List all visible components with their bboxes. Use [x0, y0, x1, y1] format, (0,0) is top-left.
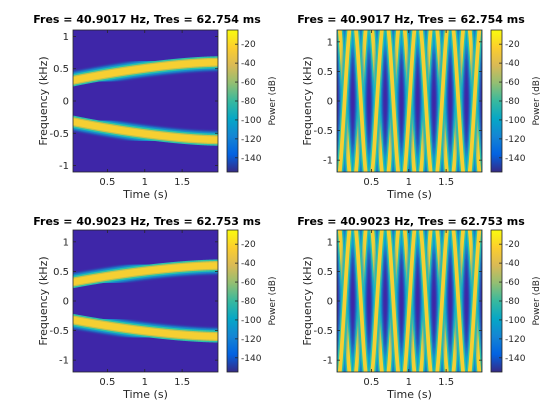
y-tick-label: 0.5 — [317, 267, 333, 278]
y-axis-label: Frequency (kHz) — [301, 56, 314, 145]
colorbar-tick-label: -120 — [505, 335, 526, 345]
y-tick-label: 0 — [63, 97, 69, 108]
colorbar: -140 -120 -100 -80 -60 -40 -20 Power (dB) — [226, 229, 278, 373]
colorbar-tick-label: -60 — [241, 78, 256, 88]
y-tick-label: -0.5 — [313, 126, 333, 137]
colorbar-tick-label: -60 — [505, 78, 520, 88]
spectrogram-image — [73, 257, 218, 345]
colorbar-label: Power (dB) — [532, 77, 542, 126]
colorbar-tick-label: -120 — [241, 335, 262, 345]
colorbar-tick-label: -40 — [505, 259, 520, 269]
subplot-title: Fres = 40.9017 Hz, Tres = 62.754 ms — [297, 13, 525, 26]
x-tick-label: 1 — [142, 377, 148, 388]
colorbar-tick-label: -100 — [241, 316, 262, 326]
x-tick-label: 1 — [406, 177, 412, 188]
y-tick-label: -1 — [323, 156, 333, 167]
colorbar-tick-label: -20 — [505, 240, 520, 250]
y-tick-label: 1 — [63, 32, 69, 43]
colorbar-label: Power (dB) — [532, 277, 542, 326]
colorbar-tick-label: -140 — [505, 154, 526, 164]
subplot-1: 0.5 1 1.5 -1 -0.5 0 0.5 1 Fres = 40.9017 Hz, Tre… — [33, 13, 278, 201]
colorbar-tick-label: -140 — [241, 354, 262, 364]
x-tick-label: 1 — [142, 177, 148, 188]
y-tick-label: 1 — [327, 37, 333, 48]
x-tick-label: 0.5 — [99, 177, 115, 188]
colorbar-tick-label: -100 — [505, 116, 526, 126]
colorbar: -140 -120 -100 -80 -60 -40 -20 Power (dB) — [226, 29, 278, 173]
colorbar-tick-label: -40 — [505, 59, 520, 69]
subplot-3: 0.5 1 1.5 -1 -0.5 0 0.5 1 Fres = 40.9023 Hz, Tre… — [33, 215, 278, 401]
x-tick-label: 1 — [406, 377, 412, 388]
y-tick-label: -0.5 — [49, 326, 69, 337]
colorbar-tick-label: -140 — [241, 154, 262, 164]
colorbar-tick-label: -60 — [241, 278, 256, 288]
colorbar-tick-label: -80 — [241, 297, 256, 307]
colorbar-tick-label: -80 — [241, 97, 256, 107]
y-tick-label: -1 — [59, 356, 69, 367]
y-tick-label: 1 — [63, 237, 69, 248]
y-tick-label: 0.5 — [53, 267, 69, 278]
colorbar: -140 -120 -100 -80 -60 -40 -20 Power (dB) — [490, 29, 542, 173]
colorbar-label: Power (dB) — [268, 77, 278, 126]
colorbar-tick-label: -20 — [241, 40, 256, 50]
y-axis-label: Frequency (kHz) — [301, 256, 314, 345]
colorbar-tick-label: -140 — [505, 354, 526, 364]
positive-frequency-trace — [73, 59, 218, 84]
x-tick-label: 1.5 — [174, 177, 190, 188]
x-tick-label: 0.5 — [99, 377, 115, 388]
colorbar-tick-label: -120 — [241, 135, 262, 145]
y-tick-label: 1 — [327, 237, 333, 248]
spectrogram-image — [337, 30, 482, 172]
colorbar-tick-label: -80 — [505, 297, 520, 307]
y-tick-label: 0.5 — [53, 64, 69, 75]
spectrogram-background — [73, 30, 218, 172]
y-tick-label: -1 — [323, 356, 333, 367]
fm-trace-2 — [337, 230, 482, 372]
y-tick-label: 0 — [327, 97, 333, 108]
y-tick-label: -1 — [59, 161, 69, 172]
colorbar-tick-label: -20 — [505, 40, 520, 50]
x-tick-label: 1.5 — [174, 377, 190, 388]
subplot-title: Fres = 40.9017 Hz, Tres = 62.754 ms — [33, 13, 261, 26]
x-axis-label: Time (s) — [386, 388, 432, 401]
subplot-2: 0.5 1 1.5 -1 -0.5 0 0.5 1 Fres = 40.9017 Hz, Tre… — [297, 13, 542, 201]
colorbar-tick-label: -40 — [241, 59, 256, 69]
y-tick-label: 0 — [63, 297, 69, 308]
y-tick-label: 0 — [327, 297, 333, 308]
spectrogram-background — [73, 230, 218, 372]
x-axis-label: Time (s) — [386, 188, 432, 201]
colorbar-tick-label: -100 — [241, 116, 262, 126]
x-tick-label: 1.5 — [438, 177, 454, 188]
x-tick-label: 0.5 — [363, 177, 379, 188]
negative-frequency-trace — [73, 118, 218, 143]
subplot-4: 0.5 1 1.5 -1 -0.5 0 0.5 1 Fres = 40.9023 Hz, Tre… — [297, 215, 542, 401]
x-axis-label: Time (s) — [122, 188, 168, 201]
spectrogram-image — [73, 54, 218, 148]
fm-trace-2 — [337, 30, 482, 172]
colorbar: -140 -120 -100 -80 -60 -40 -20 Power (dB) — [490, 229, 542, 373]
subplot-title: Fres = 40.9023 Hz, Tres = 62.753 ms — [33, 215, 261, 228]
y-axis-label: Frequency (kHz) — [37, 56, 50, 145]
spectrogram-image — [337, 230, 482, 372]
y-tick-label: -0.5 — [313, 326, 333, 337]
x-tick-label: 1.5 — [438, 377, 454, 388]
colorbar-label: Power (dB) — [268, 277, 278, 326]
x-tick-label: 0.5 — [363, 377, 379, 388]
positive-frequency-trace — [73, 262, 218, 286]
colorbar-tick-label: -60 — [505, 278, 520, 288]
subplot-title: Fres = 40.9023 Hz, Tres = 62.753 ms — [297, 215, 525, 228]
colorbar-tick-label: -120 — [505, 135, 526, 145]
y-tick-label: -0.5 — [49, 129, 69, 140]
colorbar-tick-label: -20 — [241, 240, 256, 250]
colorbar-tick-label: -80 — [505, 97, 520, 107]
colorbar-tick-label: -40 — [241, 259, 256, 269]
x-axis-label: Time (s) — [122, 388, 168, 401]
y-axis-label: Frequency (kHz) — [37, 256, 50, 345]
colorbar-tick-label: -100 — [505, 316, 526, 326]
y-tick-label: 0.5 — [317, 67, 333, 78]
negative-frequency-trace — [73, 316, 218, 340]
